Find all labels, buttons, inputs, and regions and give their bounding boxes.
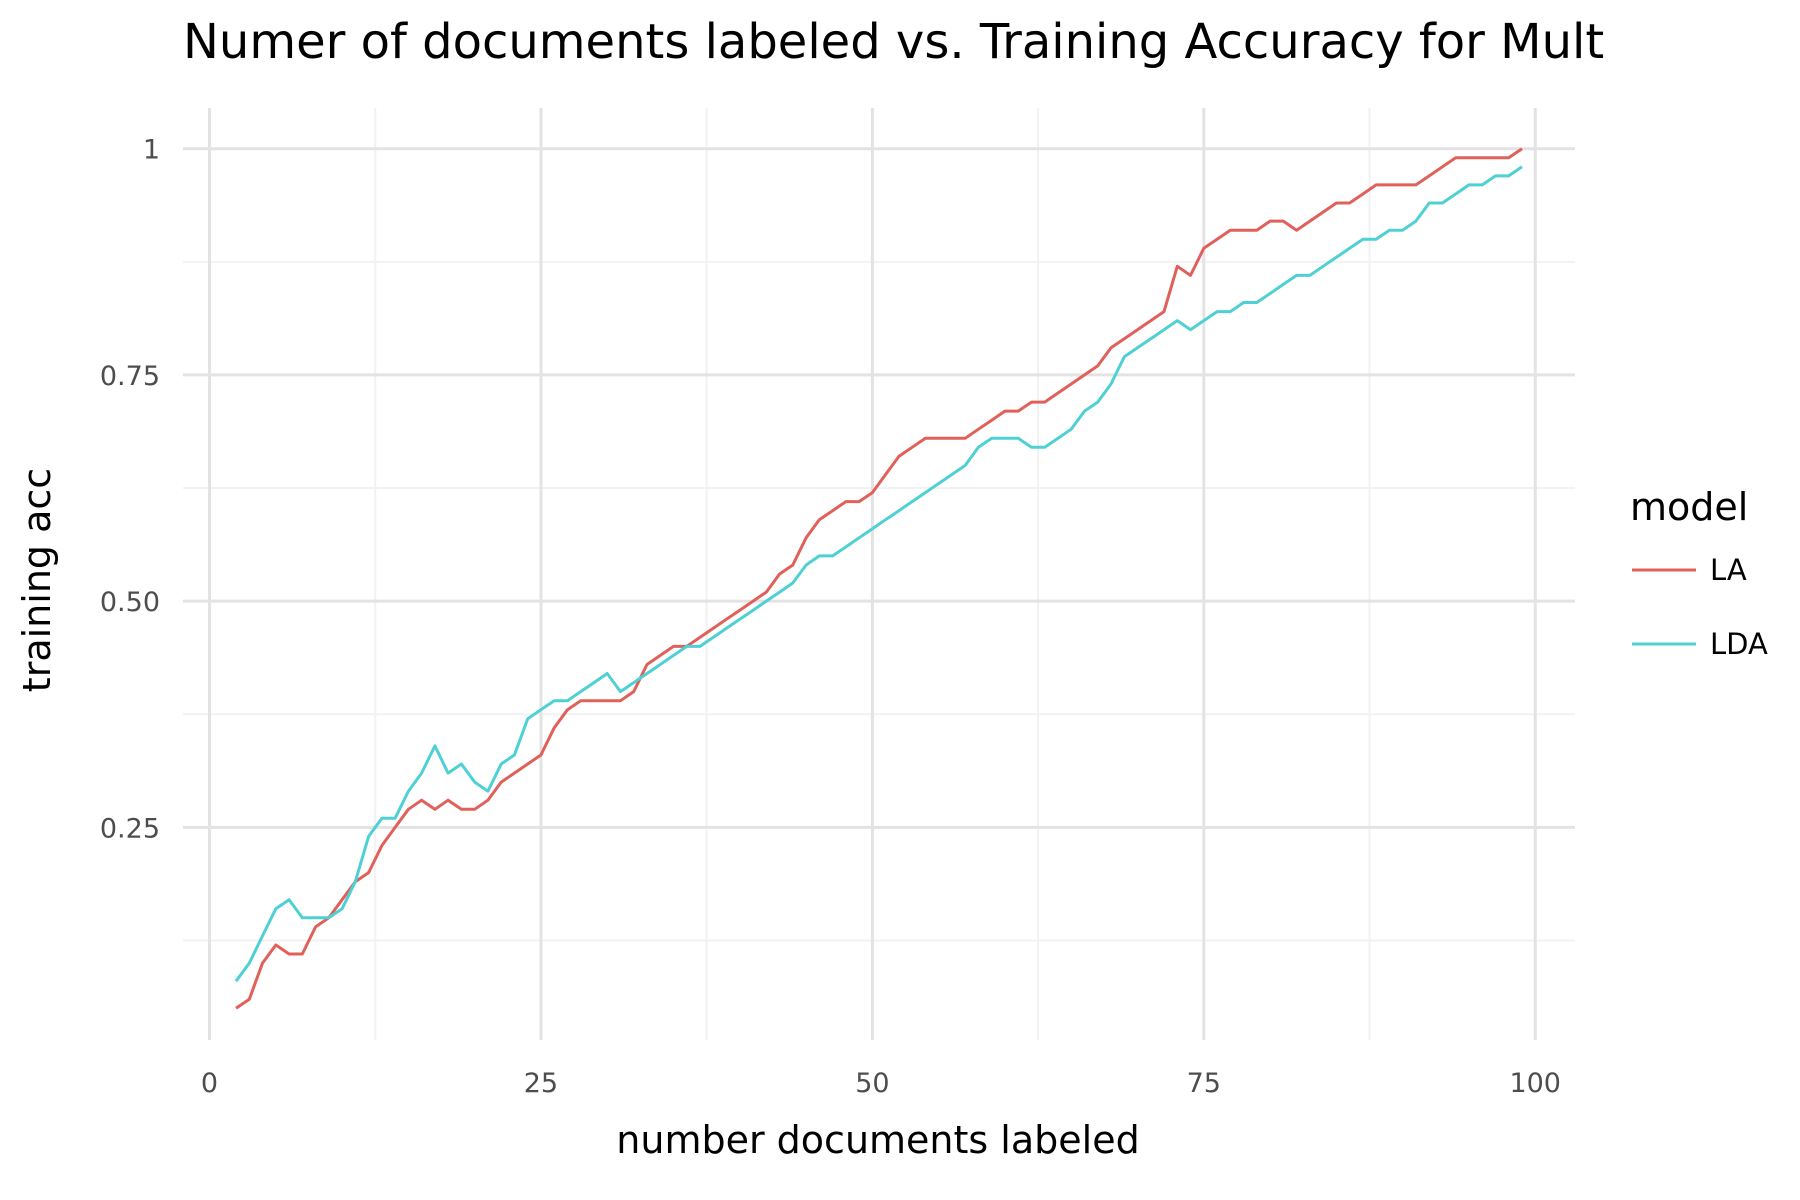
y-tick-label: 0.50 (100, 587, 160, 618)
legend-title: model (1630, 485, 1748, 529)
series-line-la (235, 147, 1523, 1010)
y-tick-label: 1 (143, 135, 160, 166)
chart-title: Numer of documents labeled vs. Training … (183, 14, 1604, 70)
legend: model LA LDA (1630, 485, 1768, 661)
legend-label-lda: LDA (1710, 627, 1768, 661)
x-tick-label: 100 (1509, 1068, 1561, 1099)
legend-entries: LA LDA (1632, 553, 1768, 661)
grid-lines (183, 108, 1575, 1040)
x-tick-label: 50 (855, 1068, 889, 1099)
series-lines (234, 147, 1523, 1010)
series-line-lda (234, 165, 1523, 983)
y-axis-title: training acc (15, 468, 59, 692)
tick-labels: 0 25 50 75 100 0.25 0.50 0.75 1 (100, 135, 1561, 1099)
y-tick-label: 0.25 (100, 813, 160, 844)
x-axis-title: number documents labeled (616, 1118, 1139, 1162)
legend-label-la: LA (1710, 553, 1747, 587)
y-tick-label: 0.75 (100, 361, 160, 392)
x-tick-label: 0 (201, 1068, 218, 1099)
x-tick-label: 75 (1187, 1068, 1221, 1099)
x-tick-label: 25 (524, 1068, 558, 1099)
